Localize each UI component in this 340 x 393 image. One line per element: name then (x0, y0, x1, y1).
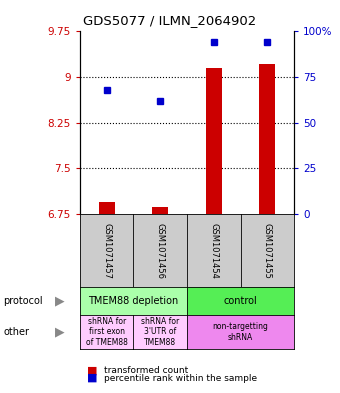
Bar (152, 207, 168, 214)
Text: other: other (3, 327, 29, 337)
Text: ▶: ▶ (55, 294, 64, 308)
Text: shRNA for
first exon
of TMEM88: shRNA for first exon of TMEM88 (86, 317, 128, 347)
Text: ■: ■ (87, 373, 97, 383)
Text: control: control (224, 296, 257, 306)
Text: GSM1071455: GSM1071455 (263, 222, 272, 279)
Text: ▶: ▶ (55, 325, 64, 338)
Text: GSM1071456: GSM1071456 (156, 222, 165, 279)
Text: protocol: protocol (3, 296, 43, 306)
Text: ■: ■ (87, 366, 97, 376)
Bar (99, 202, 115, 214)
Text: GDS5077 / ILMN_2064902: GDS5077 / ILMN_2064902 (83, 14, 257, 27)
Text: GSM1071454: GSM1071454 (209, 222, 218, 279)
Bar (259, 64, 275, 214)
Bar (206, 68, 222, 214)
Text: transformed count: transformed count (104, 367, 188, 375)
Text: GSM1071457: GSM1071457 (102, 222, 111, 279)
Text: percentile rank within the sample: percentile rank within the sample (104, 374, 257, 382)
Text: non-targetting
shRNA: non-targetting shRNA (212, 322, 269, 342)
Text: TMEM88 depletion: TMEM88 depletion (88, 296, 178, 306)
Text: shRNA for
3'UTR of
TMEM88: shRNA for 3'UTR of TMEM88 (141, 317, 179, 347)
